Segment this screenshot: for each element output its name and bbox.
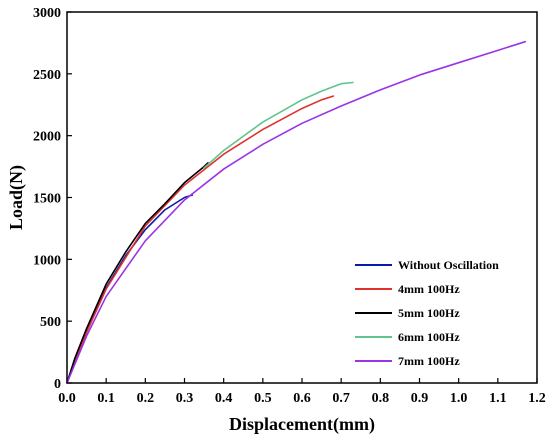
y-tick-label: 1000 bbox=[33, 253, 61, 268]
x-tick-label: 0.0 bbox=[58, 391, 76, 406]
legend: Without Oscillation 4mm 100Hz 5mm 100Hz 6mm… bbox=[355, 258, 499, 368]
series-line-5 bbox=[66, 40, 527, 384]
series-line-1 bbox=[66, 194, 194, 384]
x-tick-label: 0.3 bbox=[176, 391, 194, 406]
x-tick-label: 0.6 bbox=[293, 391, 311, 406]
legend-label: 7mm 100Hz bbox=[398, 354, 460, 368]
x-tick-label: 1.1 bbox=[489, 391, 507, 406]
legend-label: 5mm 100Hz bbox=[398, 306, 460, 320]
legend-label: 4mm 100Hz bbox=[398, 282, 460, 296]
x-tick-label: 0.5 bbox=[254, 391, 272, 406]
plot-frame bbox=[66, 11, 538, 384]
legend-label: 6mm 100Hz bbox=[398, 330, 460, 344]
legend-label: Without Oscillation bbox=[398, 258, 499, 272]
x-tick-label: 1.2 bbox=[528, 391, 546, 406]
x-tick-label: 0.8 bbox=[372, 391, 390, 406]
series-line-2 bbox=[66, 95, 335, 384]
y-tick-label: 500 bbox=[40, 315, 61, 330]
x-tick-label: 1.0 bbox=[450, 391, 468, 406]
series-line-4 bbox=[203, 81, 354, 169]
x-tick-label: 0.4 bbox=[215, 391, 233, 406]
x-tick-label: 0.9 bbox=[411, 391, 429, 406]
y-tick-label: 0 bbox=[54, 377, 61, 392]
y-tick-label: 1500 bbox=[33, 192, 61, 207]
series-line-3 bbox=[66, 162, 209, 384]
y-tick-label: 2000 bbox=[33, 130, 61, 145]
x-tick-label: 0.7 bbox=[332, 391, 350, 406]
x-axis-title: Displacement(mm) bbox=[229, 414, 375, 435]
y-tick-label: 2500 bbox=[33, 68, 61, 83]
x-tick-label: 0.1 bbox=[97, 391, 115, 406]
y-axis-title: Load(N) bbox=[6, 165, 27, 230]
x-tick-label: 0.2 bbox=[137, 391, 155, 406]
y-tick-label: 3000 bbox=[33, 6, 61, 21]
